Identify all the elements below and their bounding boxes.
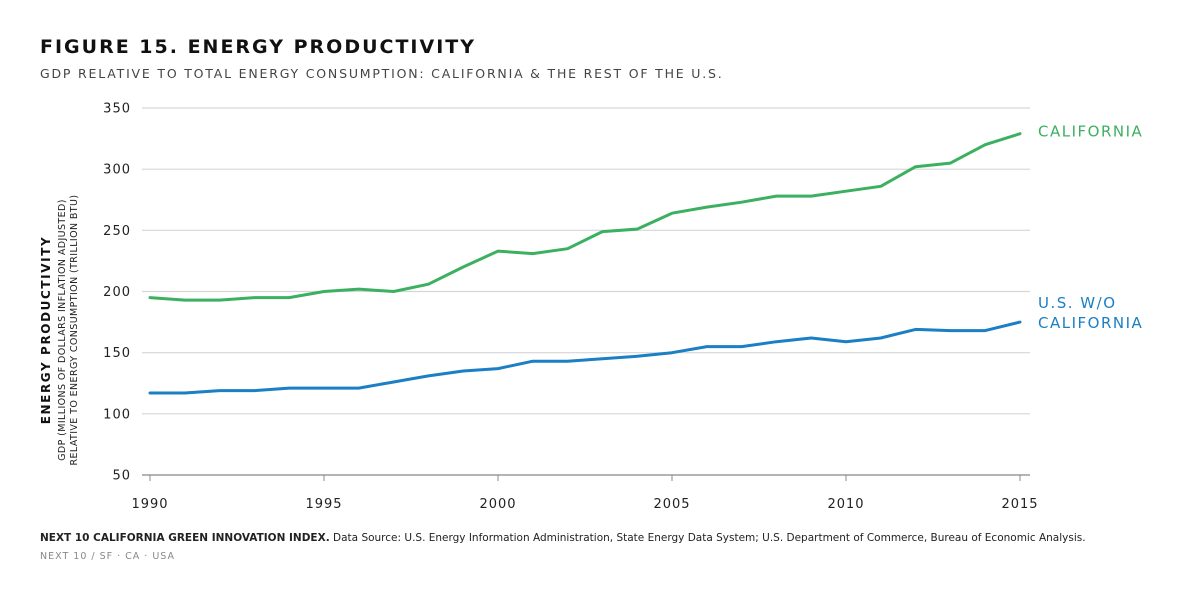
series-labels: CALIFORNIA U.S. W/O CALIFORNIA	[1038, 123, 1143, 332]
y-axis-title-line-1: ENERGY PRODUCTIVITY	[39, 236, 53, 425]
x-tick-label: 2005	[653, 497, 690, 512]
y-axis-title-line-2: GDP (MILLIONS OF DOLLARS INFLATION ADJUS…	[57, 199, 68, 461]
y-tick-label: 300	[103, 163, 131, 178]
y-axis-title-line-3: RELATIVE TO ENERGY CONSUMPTION (TRILLION…	[69, 195, 80, 466]
x-tick-label: 2015	[1001, 497, 1038, 512]
y-tick-label: 350	[103, 102, 131, 117]
y-tick-labels: 50 100 150 200 250 300 350	[103, 102, 131, 484]
source-org: NEXT 10 CALIFORNIA GREEN INNOVATION INDE…	[40, 532, 330, 544]
series-line-us-without-california	[148, 320, 1022, 395]
x-tick-label: 2010	[827, 497, 864, 512]
series-label: U.S. W/O	[1038, 294, 1117, 312]
chart-title: FIGURE 15. ENERGY PRODUCTIVITY	[40, 36, 476, 58]
series-line-california	[148, 132, 1022, 302]
y-tick-label: 100	[103, 407, 131, 422]
x-tick-label: 2000	[479, 497, 516, 512]
source-text: Data Source: U.S. Energy Information Adm…	[333, 532, 1086, 544]
y-tick-label: 200	[103, 285, 131, 300]
footer-credit: NEXT 10 / SF · CA · USA	[40, 551, 176, 562]
y-tick-label: 150	[103, 346, 131, 361]
gridlines	[142, 107, 1030, 481]
x-tick-label: 1995	[305, 497, 342, 512]
x-tick-label: 1990	[131, 497, 168, 512]
y-axis-title: ENERGY PRODUCTIVITY GDP (MILLIONS OF DOL…	[39, 195, 80, 466]
x-tick-labels: 1990 1995 2000 2005 2010 2015	[131, 497, 1038, 512]
y-tick-label: 50	[112, 469, 131, 484]
y-tick-label: 250	[103, 224, 131, 239]
series-label: CALIFORNIA	[1038, 314, 1143, 332]
chart-subtitle: GDP RELATIVE TO TOTAL ENERGY CONSUMPTION…	[40, 66, 724, 81]
source-note: NEXT 10 CALIFORNIA GREEN INNOVATION INDE…	[40, 532, 1086, 544]
series-lines	[148, 132, 1022, 395]
series-label: CALIFORNIA	[1038, 123, 1143, 141]
